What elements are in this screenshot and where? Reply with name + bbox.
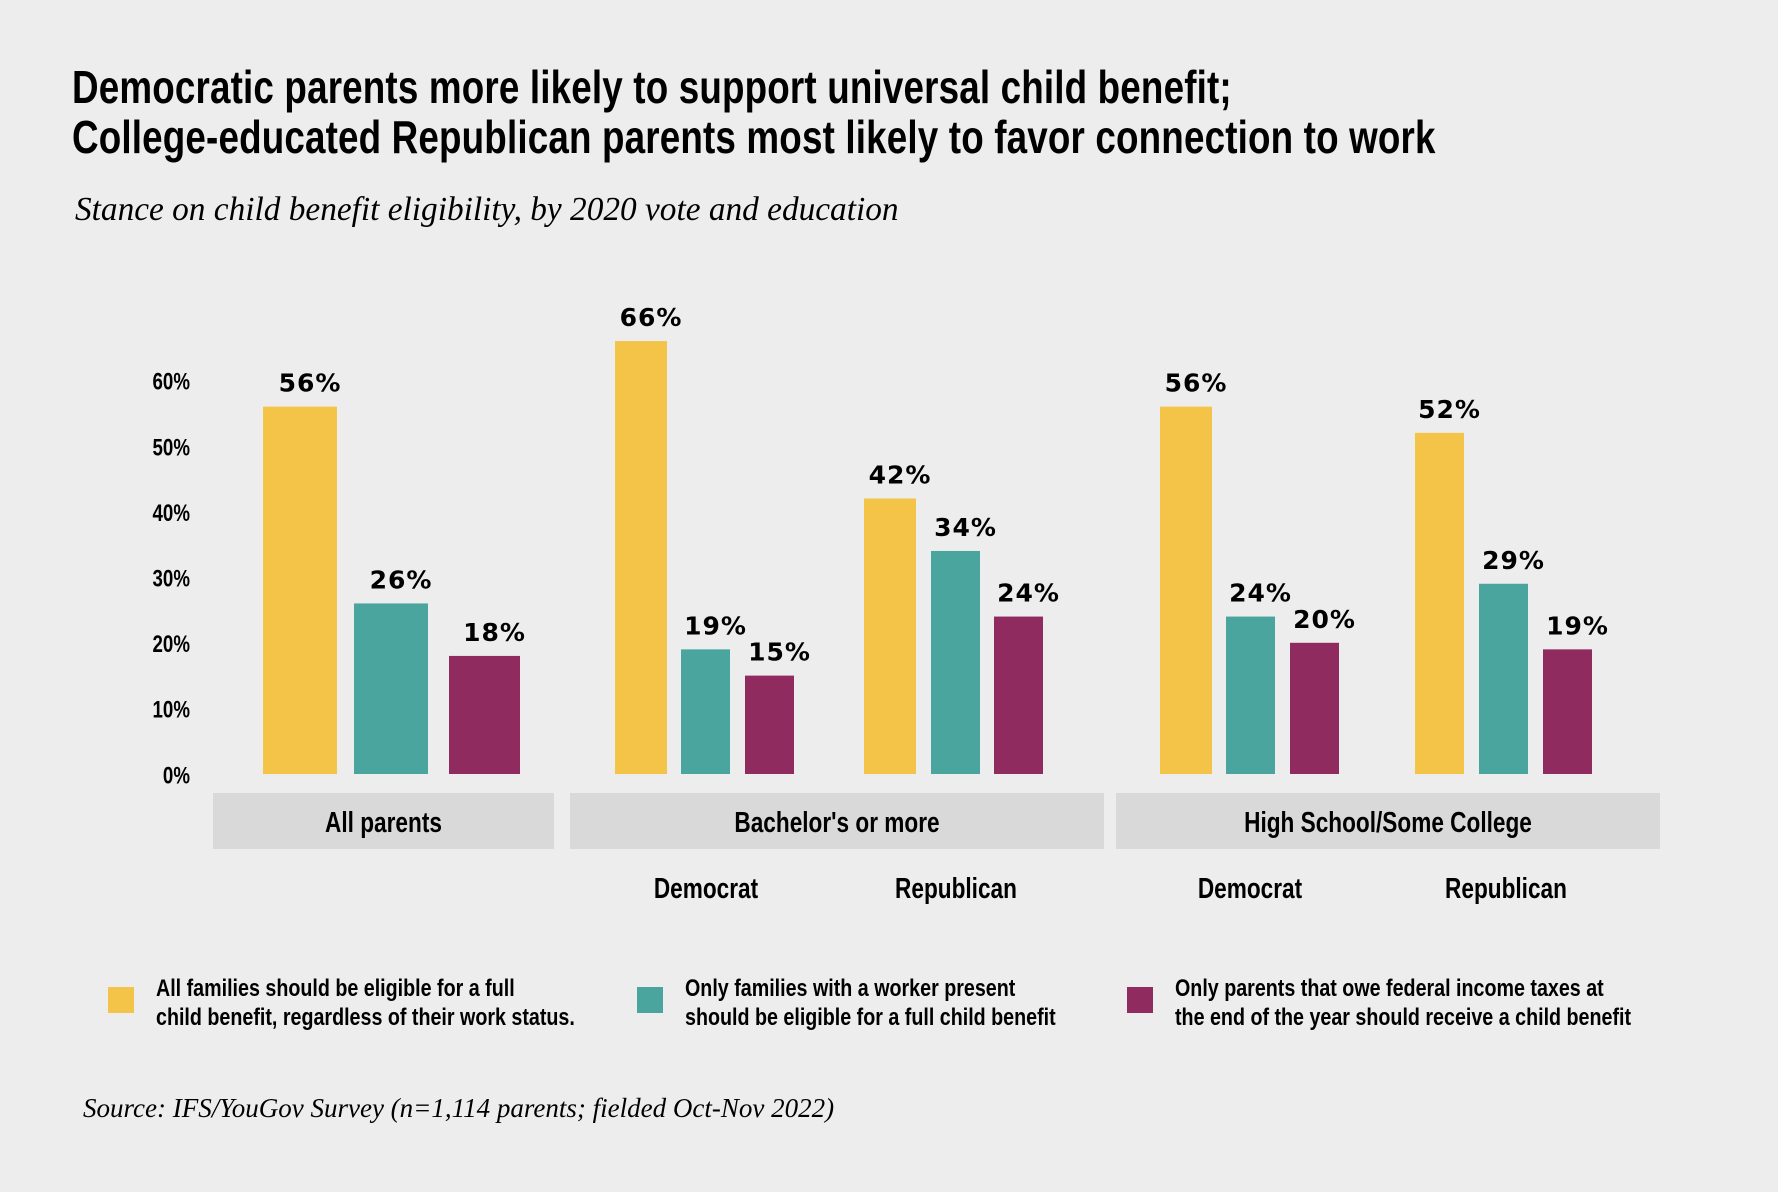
- chart-title-line-2: College-educated Republican parents most…: [72, 111, 1436, 163]
- value-label-worker-1: 19%: [684, 611, 747, 640]
- value-label-taxes-3: 20%: [1293, 605, 1356, 634]
- legend-text-line: the end of the year should receive a chi…: [1175, 1004, 1632, 1031]
- y-tick-label: 20%: [153, 631, 190, 658]
- legend-text-line: All families should be eligible for a fu…: [156, 975, 515, 1002]
- bars: [263, 341, 1592, 774]
- bar-chart: 0% 10% 20% 30% 40% 50% 60% All parents Bachelor…: [153, 303, 1660, 905]
- source-note: Source: IFS/YouGov Survey (n=1,114 paren…: [83, 1093, 835, 1123]
- bar-taxes-1: [745, 675, 794, 774]
- legend-swatch-universal: [108, 987, 134, 1013]
- value-label-taxes-4: 19%: [1546, 611, 1609, 640]
- value-label-worker-2: 34%: [934, 513, 997, 542]
- y-tick-label: 40%: [153, 500, 190, 527]
- value-label-taxes-2: 24%: [997, 579, 1060, 608]
- y-tick-label: 0%: [163, 762, 190, 789]
- bar-universal-0: [263, 406, 337, 774]
- bar-taxes-3: [1290, 642, 1339, 774]
- bar-universal-4: [1415, 432, 1464, 774]
- bar-taxes-4: [1543, 649, 1592, 774]
- group-band: [570, 793, 1104, 849]
- bar-worker-1: [681, 649, 730, 774]
- subgroup-label: Republican: [895, 871, 1017, 904]
- value-label-worker-4: 29%: [1482, 546, 1545, 575]
- y-axis: 0% 10% 20% 30% 40% 50% 60%: [153, 369, 190, 789]
- value-label-worker-0: 26%: [370, 565, 433, 594]
- chart-subtitle: Stance on child benefit eligibility, by …: [75, 191, 899, 228]
- y-tick-label: 10%: [153, 697, 190, 724]
- legend-text-line: Only parents that owe federal income tax…: [1175, 975, 1604, 1002]
- bar-worker-4: [1479, 583, 1528, 774]
- subgroup-label: Democrat: [654, 871, 759, 904]
- group-band-label: All parents: [325, 805, 442, 838]
- value-label-universal-1: 66%: [620, 303, 683, 332]
- legend-text-line: Only families with a worker present: [685, 975, 1016, 1002]
- y-tick-label: 50%: [153, 434, 190, 461]
- group-band: [213, 793, 554, 849]
- legend-text-line: child benefit, regardless of their work …: [156, 1004, 575, 1031]
- value-label-taxes-0: 18%: [463, 618, 526, 647]
- bar-universal-1: [615, 341, 667, 774]
- subgroup-labels: Democrat Republican Democrat Republican: [654, 871, 1567, 904]
- subgroup-label: Democrat: [1198, 871, 1303, 904]
- bar-taxes-2: [994, 616, 1043, 774]
- group-band-label: Bachelor's or more: [734, 805, 939, 838]
- legend-text-line: should be eligible for a full child bene…: [685, 1004, 1056, 1031]
- subgroup-label: Republican: [1445, 871, 1567, 904]
- value-label-universal-2: 42%: [869, 460, 932, 489]
- legend-swatch-worker: [637, 987, 663, 1013]
- bar-worker-0: [354, 603, 428, 774]
- y-tick-label: 60%: [153, 369, 190, 396]
- bar-taxes-0: [449, 655, 520, 774]
- value-label-taxes-1: 15%: [748, 638, 811, 667]
- y-tick-label: 30%: [153, 565, 190, 592]
- group-band: [1116, 793, 1660, 849]
- chart-title-line-1: Democratic parents more likely to suppor…: [72, 61, 1232, 113]
- value-label-universal-0: 56%: [279, 369, 342, 398]
- value-label-worker-3: 24%: [1229, 579, 1292, 608]
- bar-universal-2: [864, 498, 916, 774]
- legend-swatch-taxes: [1127, 987, 1153, 1013]
- bar-universal-3: [1160, 406, 1212, 774]
- group-band-label: High School/Some College: [1244, 805, 1532, 838]
- value-label-universal-4: 52%: [1418, 395, 1481, 424]
- value-labels: 56%66%42%56%52%26%19%34%24%29%18%15%24%2…: [279, 303, 1609, 667]
- bar-worker-2: [931, 550, 980, 774]
- value-label-universal-3: 56%: [1165, 369, 1228, 398]
- bar-worker-3: [1226, 616, 1275, 774]
- group-bands: All parents Bachelor's or more High School…: [213, 793, 1660, 849]
- chart-title: Democratic parents more likely to suppor…: [72, 62, 1777, 162]
